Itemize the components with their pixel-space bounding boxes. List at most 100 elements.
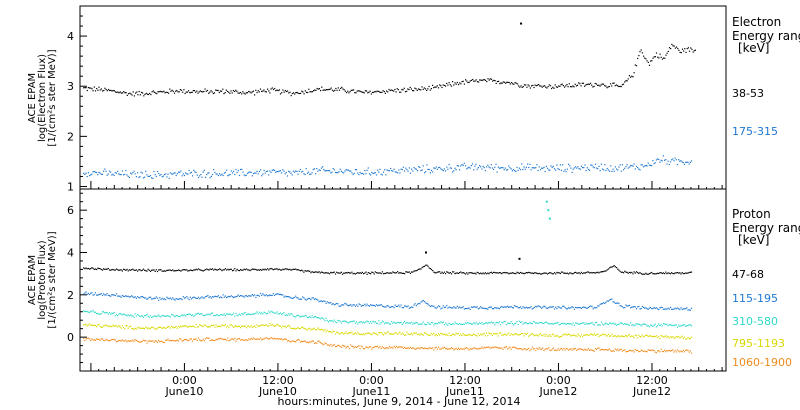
- proton-point-1060-1900: [368, 346, 371, 348]
- electron-point-175-315: [126, 174, 128, 176]
- proton-point-115-195: [315, 298, 317, 300]
- proton-point-47-68: [274, 268, 276, 270]
- proton-point-47-68: [524, 272, 526, 274]
- electron-point-175-315: [244, 175, 246, 177]
- proton-point-795-1193: [640, 336, 642, 338]
- proton-point-1060-1900: [416, 347, 419, 349]
- proton-point-47-68: [286, 268, 289, 270]
- proton-point-47-68: [612, 265, 614, 268]
- electron-point-175-315: [240, 168, 242, 171]
- proton-point-795-1193: [441, 333, 443, 335]
- proton-point-115-195: [207, 295, 209, 297]
- proton-point-795-1193: [288, 324, 290, 326]
- proton-point-1060-1900: [617, 348, 619, 350]
- electron-point-175-315: [340, 170, 342, 172]
- electron-point-175-315: [441, 169, 443, 171]
- proton-point-310-580: [92, 309, 94, 312]
- electron-point-175-315: [351, 172, 353, 174]
- electron-point-38-53: [381, 91, 383, 93]
- proton-point-47-68: [415, 270, 417, 272]
- proton-point-47-68: [522, 272, 524, 274]
- electron-point-38-53: [284, 90, 286, 92]
- electron-point-38-53: [298, 92, 300, 95]
- proton-point-795-1193: [442, 333, 444, 336]
- proton-point-47-68: [262, 268, 264, 270]
- electron-point-38-53: [646, 60, 648, 62]
- electron-point-38-53: [639, 51, 641, 53]
- electron-point-38-53: [673, 45, 675, 47]
- proton-point-115-195: [295, 295, 297, 297]
- electron-point-175-315: [593, 167, 595, 169]
- proton-point-47-68: [443, 271, 445, 273]
- proton-point-115-195: [436, 306, 438, 308]
- proton-point-310-580: [85, 310, 87, 312]
- proton-point-795-1193: [381, 333, 383, 335]
- proton-point-1060-1900: [324, 342, 326, 344]
- proton-point-1060-1900: [607, 349, 609, 351]
- electron-point-38-53: [518, 85, 520, 87]
- proton-point-47-68: [327, 272, 330, 274]
- proton-point-115-195: [147, 297, 149, 299]
- electron-point-38-53: [274, 87, 276, 90]
- proton-point-1060-1900: [405, 347, 407, 349]
- proton-point-795-1193: [489, 333, 491, 335]
- electron-outlier-point: [520, 22, 523, 25]
- proton-point-1060-1900: [317, 340, 319, 342]
- electron-point-175-315: [210, 175, 212, 177]
- electron-point-175-315: [491, 167, 493, 169]
- proton-point-47-68: [427, 265, 429, 267]
- electron-point-175-315: [84, 173, 86, 175]
- electron-point-38-53: [633, 72, 635, 74]
- proton-point-795-1193: [306, 329, 308, 331]
- proton-point-310-580: [240, 314, 242, 316]
- electron-point-175-315: [277, 171, 279, 173]
- electron-point-38-53: [257, 90, 259, 92]
- proton-point-795-1193: [318, 328, 320, 330]
- proton-point-1060-1900: [251, 338, 253, 340]
- proton-point-310-580: [535, 322, 537, 324]
- proton-point-310-580: [360, 321, 362, 323]
- proton-point-795-1193: [393, 333, 395, 335]
- proton-point-1060-1900: [258, 338, 260, 340]
- proton-point-795-1193: [616, 336, 618, 338]
- proton-point-795-1193: [374, 333, 376, 335]
- proton-point-47-68: [264, 268, 266, 270]
- proton-point-795-1193: [322, 329, 324, 331]
- proton-point-115-195: [566, 308, 568, 310]
- proton-point-310-580: [580, 323, 582, 325]
- electron-point-175-315: [325, 170, 327, 172]
- proton-point-47-68: [514, 272, 516, 275]
- proton-point-310-580: [461, 323, 463, 326]
- proton-point-795-1193: [120, 327, 122, 329]
- proton-point-47-68: [188, 270, 190, 272]
- electron-point-175-315: [192, 175, 194, 177]
- proton-point-115-195: [196, 297, 198, 300]
- proton-point-47-68: [332, 271, 334, 274]
- proton-point-795-1193: [408, 333, 410, 336]
- proton-point-795-1193: [688, 338, 690, 340]
- electron-point-175-315: [144, 176, 146, 178]
- electron-point-175-315: [292, 170, 294, 172]
- proton-point-795-1193: [592, 334, 594, 336]
- proton-point-310-580: [674, 324, 676, 326]
- proton-point-115-195: [493, 308, 495, 310]
- proton-point-1060-1900: [687, 349, 689, 352]
- proton-point-310-580: [303, 315, 305, 318]
- proton-point-795-1193: [98, 323, 100, 325]
- electron-point-175-315: [537, 169, 539, 172]
- proton-point-47-68: [224, 268, 226, 270]
- proton-point-310-580: [264, 312, 266, 314]
- proton-point-1060-1900: [147, 340, 149, 342]
- proton-point-1060-1900: [202, 338, 204, 340]
- electron-point-175-315: [188, 169, 190, 171]
- electron-point-38-53: [476, 81, 478, 83]
- proton-point-310-580: [133, 316, 135, 318]
- proton-point-1060-1900: [510, 348, 512, 350]
- proton-point-795-1193: [326, 329, 328, 331]
- electron-point-175-315: [488, 166, 490, 168]
- proton-point-115-195: [126, 295, 128, 298]
- electron-point-175-315: [619, 164, 621, 166]
- proton-point-115-195: [505, 306, 508, 308]
- proton-point-1060-1900: [399, 346, 401, 348]
- proton-point-47-68: [354, 273, 356, 275]
